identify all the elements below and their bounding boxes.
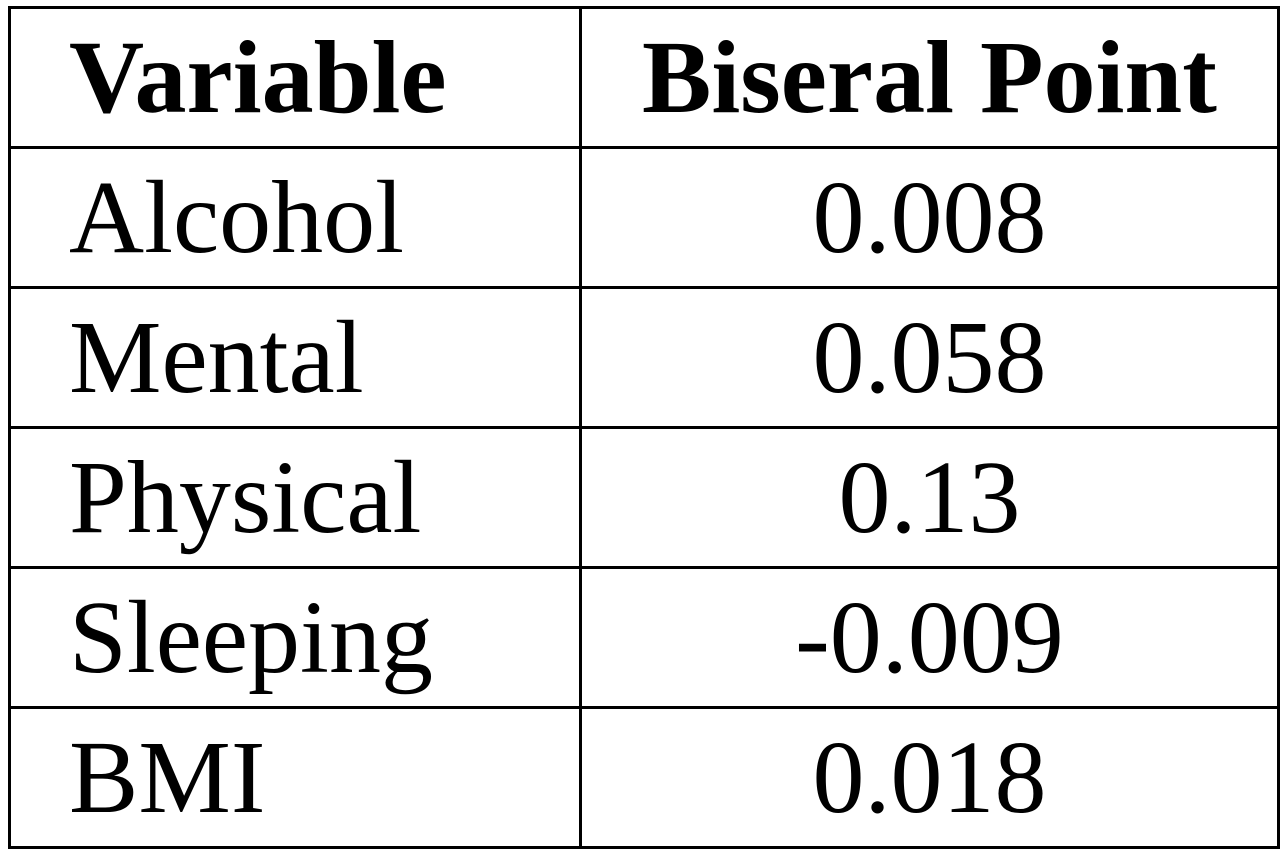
cell-variable: Alcohol xyxy=(8,146,582,289)
table-row: Physical 0.13 xyxy=(8,426,1280,569)
cell-value: 0.008 xyxy=(578,146,1280,289)
cell-value: 0.058 xyxy=(578,286,1280,429)
cell-value: -0.009 xyxy=(578,566,1280,709)
cell-variable: BMI xyxy=(8,706,582,849)
cell-variable: Physical xyxy=(8,426,582,569)
cell-value: 0.018 xyxy=(578,706,1280,849)
cell-value: 0.13 xyxy=(578,426,1280,569)
correlation-table: Variable Biseral Point Alcohol 0.008 Men… xyxy=(8,6,1280,849)
table-row: Sleeping -0.009 xyxy=(8,566,1280,709)
header-biseral-point: Biseral Point xyxy=(578,6,1280,149)
correlation-table-container: Variable Biseral Point Alcohol 0.008 Men… xyxy=(8,6,1280,849)
cell-variable: Sleeping xyxy=(8,566,582,709)
table-row: Mental 0.058 xyxy=(8,286,1280,429)
cell-variable: Mental xyxy=(8,286,582,429)
table-row: Alcohol 0.008 xyxy=(8,146,1280,289)
table-header-row: Variable Biseral Point xyxy=(8,6,1280,149)
table-row: BMI 0.018 xyxy=(8,706,1280,849)
header-variable: Variable xyxy=(8,6,582,149)
